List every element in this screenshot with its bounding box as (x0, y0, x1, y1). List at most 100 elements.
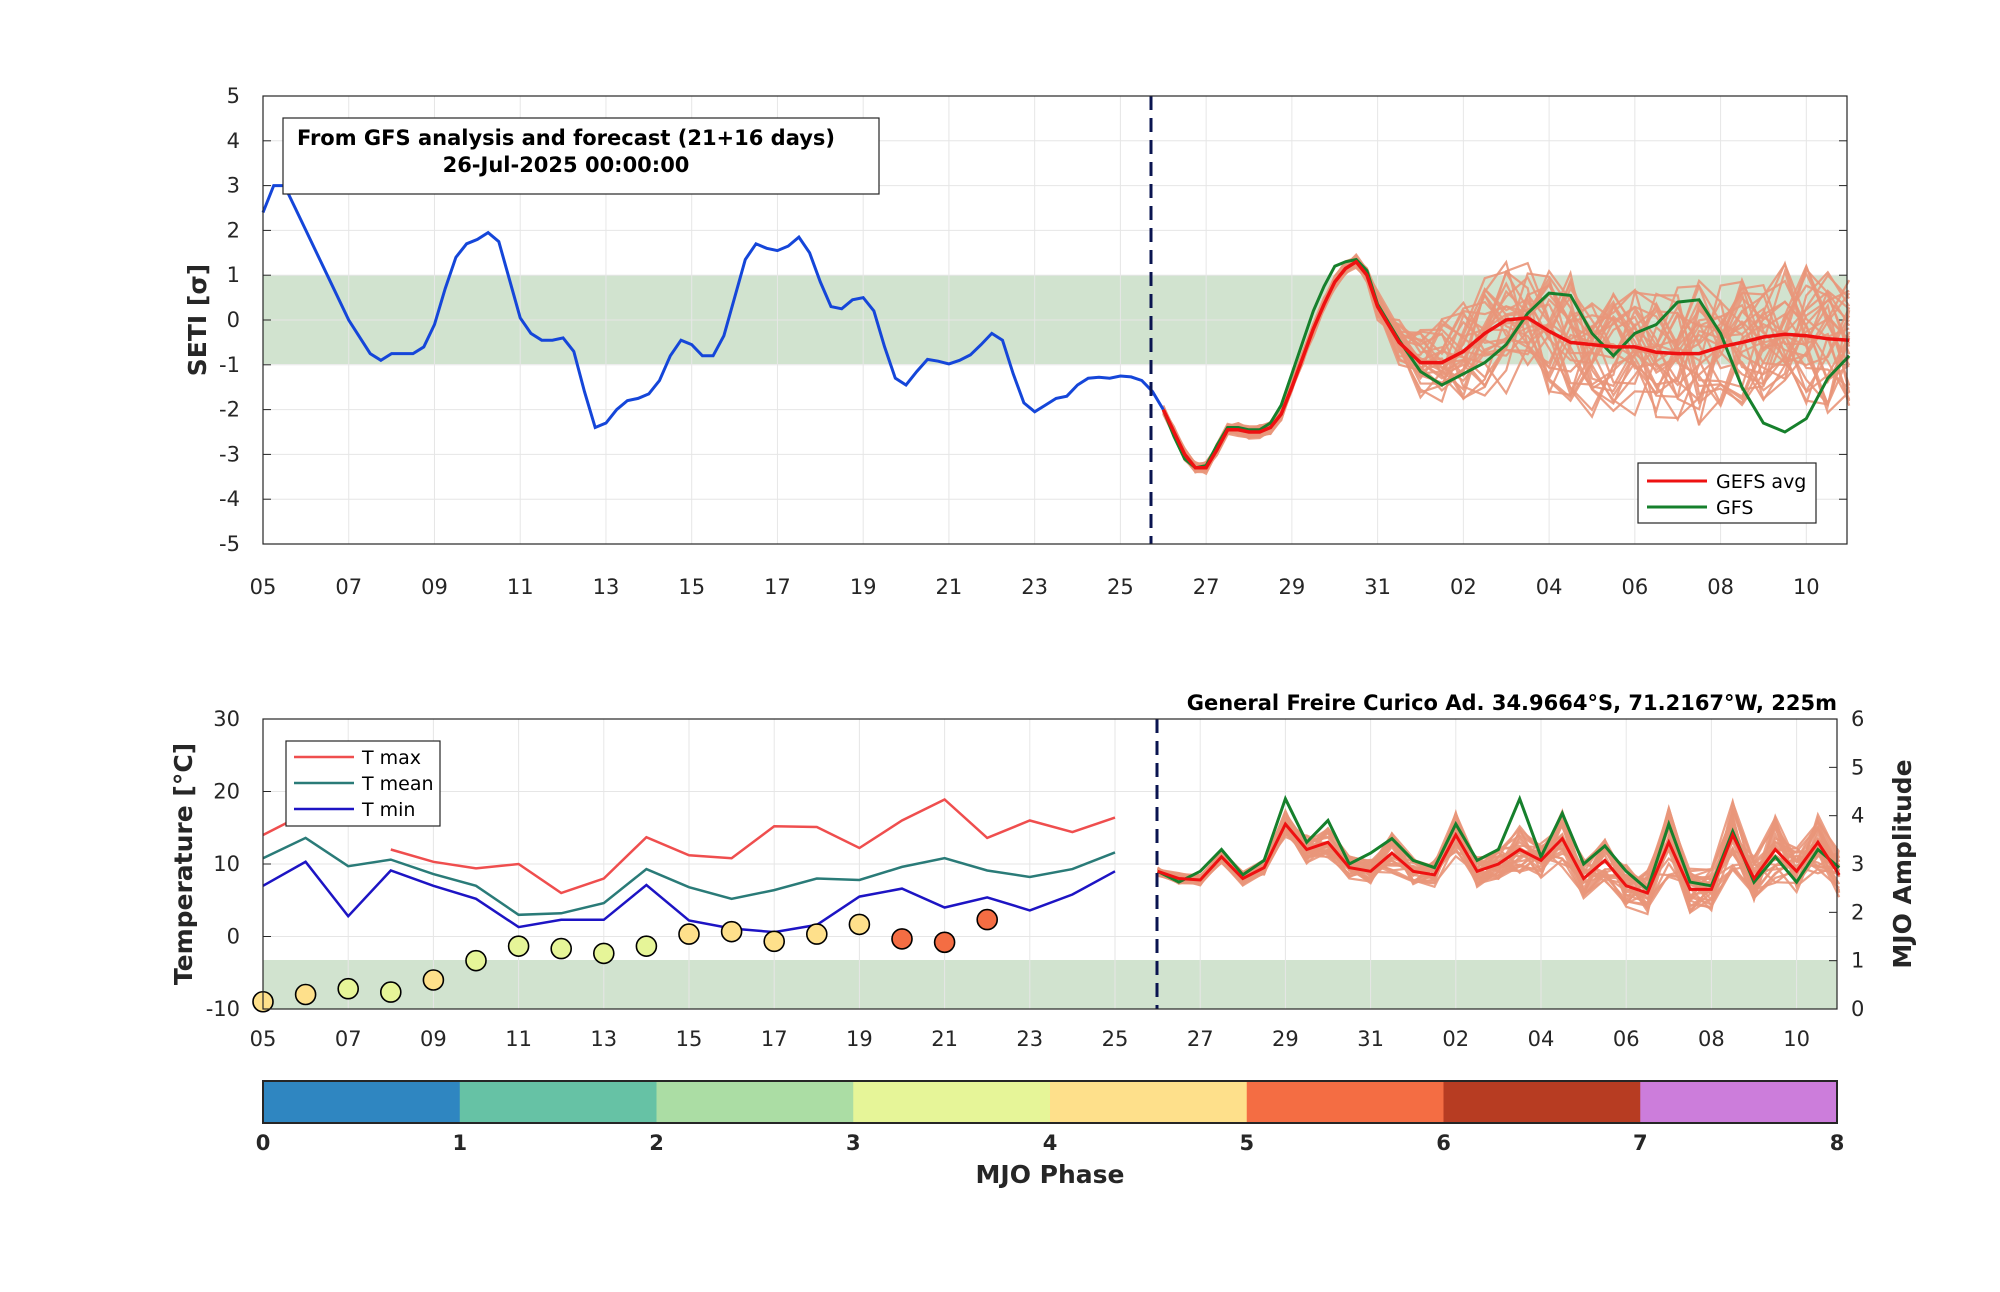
top-y-tick-label: 1 (227, 263, 240, 287)
colorbar-tick-label: 2 (649, 1131, 664, 1155)
top-x-tick-label: 11 (507, 575, 534, 599)
top-y-tick-label: 5 (227, 84, 240, 108)
legend-tmin-label: T min (361, 799, 415, 821)
bottom-x-tick-label: 09 (420, 1027, 447, 1051)
colorbar-tick-labels: 0 1 2 3 4 5 6 7 8 (256, 1131, 1845, 1155)
forecast-avg-temp-line (1157, 821, 1841, 895)
bottom-right-tick-label: 0 (1851, 997, 1864, 1021)
top-x-tick-label: 04 (1536, 575, 1563, 599)
top-y-tick-label: 4 (227, 129, 240, 153)
bottom-x-tick-labels: 05 07 09 11 13 15 17 19 21 23 25 27 29 31 02 04 06 08 10 (250, 1027, 1810, 1051)
top-x-tick-labels: 05 07 09 11 13 15 17 19 21 23 25 27 29 31 02 04 06 08 10 (250, 575, 1820, 599)
top-x-tick-label: 31 (1364, 575, 1391, 599)
bottom-x-tick-label: 29 (1272, 1027, 1299, 1051)
top-y-tick-label: -1 (219, 353, 240, 377)
top-x-tick-label: 25 (1107, 575, 1134, 599)
bottom-left-tick-label: 0 (227, 925, 240, 949)
colorbar-segment (1050, 1081, 1248, 1123)
colorbar-segment (853, 1081, 1051, 1123)
bottom-x-tick-label: 07 (335, 1027, 362, 1051)
bottom-x-tick-label: 06 (1613, 1027, 1640, 1051)
bottom-x-tick-label: 11 (505, 1027, 532, 1051)
temperature-member-line (1157, 818, 1840, 914)
colorbar-segment (1246, 1081, 1444, 1123)
top-y-tick-label: -4 (219, 487, 240, 511)
top-x-tick-label: 27 (1193, 575, 1220, 599)
bottom-x-tick-label: 31 (1357, 1027, 1384, 1051)
bottom-x-tick-label: 19 (846, 1027, 873, 1051)
bottom-left-tick-label: 10 (213, 852, 240, 876)
bottom-x-tick-label: 27 (1187, 1027, 1214, 1051)
bottom-x-tick-label: 13 (590, 1027, 617, 1051)
bottom-x-tick-label: 05 (250, 1027, 277, 1051)
mjo-point (891, 928, 913, 950)
colorbar-tick-label: 1 (452, 1131, 467, 1155)
bottom-right-tick-label: 1 (1851, 949, 1864, 973)
mjo-point (507, 935, 530, 957)
info-line-2: 26-Jul-2025 00:00:00 (443, 153, 690, 177)
mjo-point (848, 913, 871, 936)
colorbar-segment (1443, 1081, 1641, 1123)
tmin-line (262, 860, 1116, 934)
top-x-tick-label: 13 (593, 575, 620, 599)
bottom-x-tick-label: 17 (761, 1027, 788, 1051)
top-x-tick-label: 15 (678, 575, 705, 599)
bottom-right-tick-label: 6 (1851, 707, 1864, 731)
bottom-x-tick-label: 15 (676, 1027, 703, 1051)
top-y-tick-label: 3 (227, 174, 240, 198)
top-x-tick-label: 06 (1621, 575, 1648, 599)
top-y-tick-label: 2 (227, 218, 240, 242)
seti-analysis-line (261, 184, 1165, 430)
bottom-weak-mjo-band (263, 960, 1837, 1009)
colorbar-tick-label: 7 (1633, 1131, 1648, 1155)
bottom-x-tick-label: 08 (1698, 1027, 1725, 1051)
info-line-1: From GFS analysis and forecast (21+16 da… (297, 126, 835, 150)
bottom-right-tick-label: 2 (1851, 900, 1864, 924)
colorbar-tick-label: 4 (1043, 1131, 1058, 1155)
mjo-point (465, 949, 487, 972)
bottom-left-tick-label: 30 (213, 707, 240, 731)
bottom-left-tick-label: -10 (206, 997, 240, 1021)
mjo-point (294, 983, 317, 1006)
bottom-x-tick-label: 02 (1442, 1027, 1469, 1051)
mjo-point (933, 931, 956, 954)
top-y-tick-label: -3 (219, 442, 240, 466)
mjo-points (252, 908, 999, 1013)
top-x-tick-label: 05 (250, 575, 277, 599)
colorbar-tick-label: 5 (1239, 1131, 1254, 1155)
colorbar-frame (262, 1080, 1838, 1124)
bottom-x-tick-label: 21 (931, 1027, 958, 1051)
mjo-point (805, 923, 828, 945)
colorbar-tick-label: 6 (1436, 1131, 1451, 1155)
mjo-point (422, 969, 445, 991)
top-y-tick-label: -2 (219, 398, 240, 422)
gefs-member-line (1162, 260, 1851, 472)
top-axes-frame (262, 95, 1848, 545)
info-box: From GFS analysis and forecast (21+16 da… (282, 117, 880, 195)
top-x-tick-label: 02 (1450, 575, 1477, 599)
bottom-x-tick-label: 04 (1528, 1027, 1555, 1051)
bottom-right-tick-labels: 0 1 2 3 4 5 6 (1851, 707, 1864, 1021)
bottom-right-tick-label: 5 (1851, 755, 1864, 779)
top-x-tick-label: 09 (421, 575, 448, 599)
bottom-left-tick-label: 20 (213, 780, 240, 804)
legend-gefs-avg-label: GEFS avg (1716, 471, 1806, 493)
top-x-tick-label: 17 (764, 575, 791, 599)
top-x-tick-label: 07 (335, 575, 362, 599)
mjo-point (678, 923, 700, 945)
legend-tmean-label: T mean (361, 773, 434, 795)
colorbar-tick-label: 8 (1830, 1131, 1845, 1155)
top-y-tick-label: -5 (219, 532, 240, 556)
colorbar-segment (459, 1081, 657, 1123)
mjo-point (976, 908, 999, 931)
legend-gfs-label: GFS (1716, 497, 1753, 519)
bottom-legend: T max T mean T min (285, 740, 441, 827)
colorbar-segments (263, 1081, 1838, 1123)
bottom-x-tick-label: 23 (1016, 1027, 1043, 1051)
bottom-axes-frame (262, 718, 1838, 1010)
tmean-line (262, 836, 1116, 917)
station-title: General Freire Curico Ad. 34.9664°S, 71.… (1187, 691, 1837, 715)
legend-tmax-label: T max (361, 747, 421, 769)
